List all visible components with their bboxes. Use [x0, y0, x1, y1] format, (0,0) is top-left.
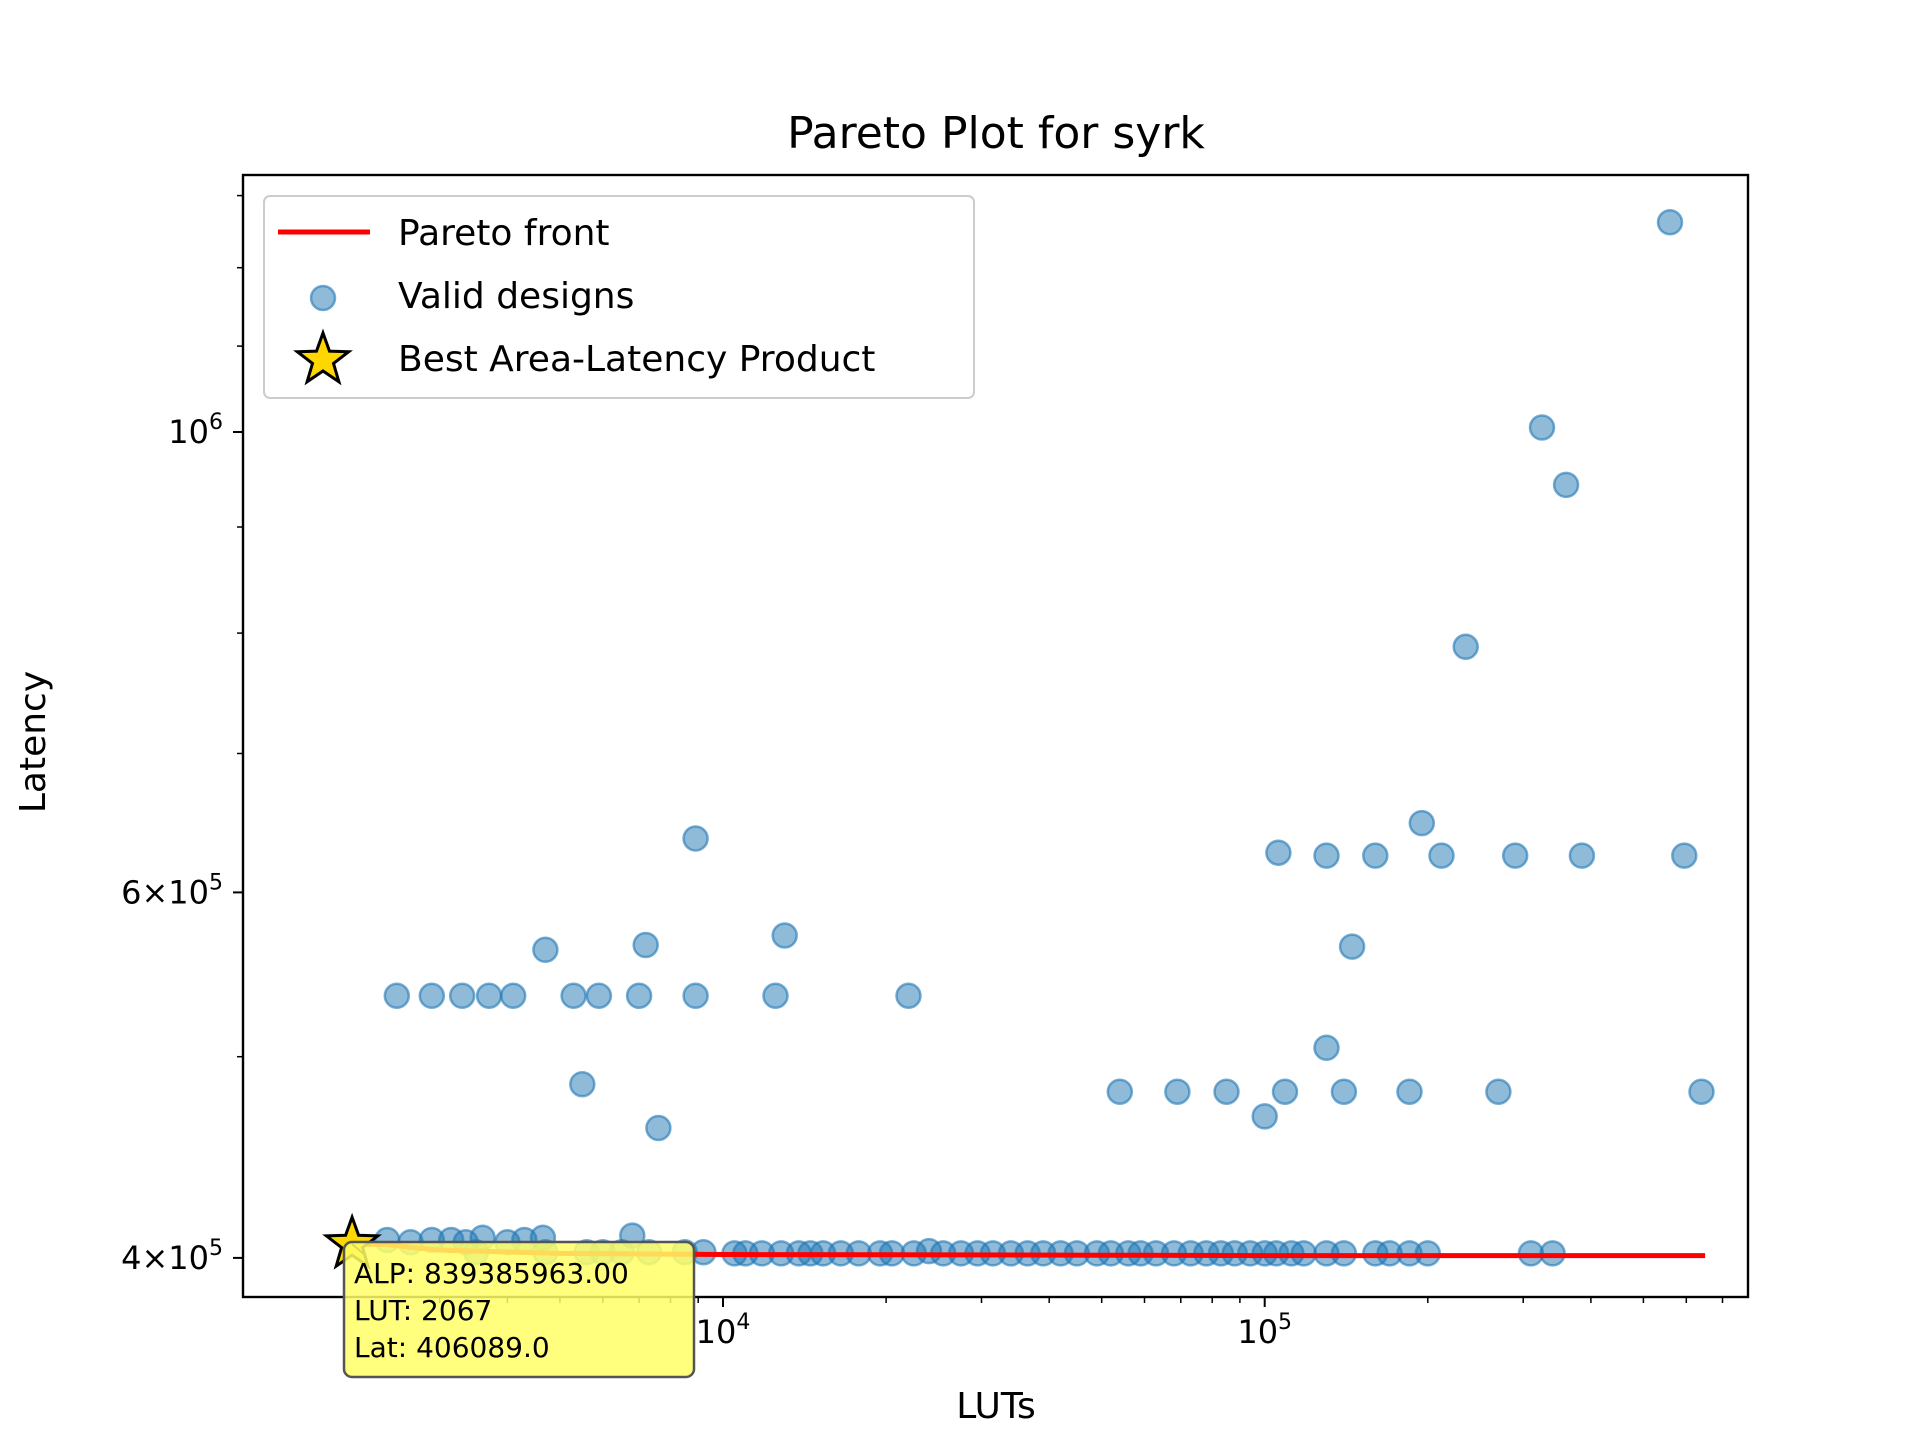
- legend-valid-label: Valid designs: [398, 276, 634, 317]
- valid-design-point: [532, 936, 559, 964]
- valid-design-point: [1251, 1103, 1278, 1130]
- chart-title: Pareto Plot for syrk: [787, 108, 1205, 159]
- valid-design-point: [1568, 842, 1596, 869]
- valid-design-point: [1164, 1078, 1191, 1105]
- valid-design-point: [1265, 839, 1292, 866]
- valid-design-point: [682, 825, 709, 852]
- valid-design-point: [585, 982, 613, 1010]
- valid-design-point: [560, 982, 587, 1010]
- annotation-alp: ALP: 839385963.00: [354, 1257, 629, 1290]
- valid-design-point: [1213, 1078, 1240, 1105]
- legend-box: [263, 195, 975, 399]
- x-axis-label: LUTs: [956, 1386, 1035, 1427]
- valid-design-point: [1528, 414, 1556, 441]
- ticks: 104 105 4×105 6×105 106: [121, 194, 1724, 1351]
- valid-design-point: [1362, 842, 1389, 869]
- valid-design-point: [1313, 842, 1340, 869]
- annotation-lat: Lat: 406089.0: [354, 1331, 550, 1364]
- best-annotation: ALP: 839385963.00 LUT: 2067 Lat: 406089.…: [342, 1240, 696, 1379]
- axes-frame: [241, 173, 1750, 1299]
- annotation-lut: LUT: 2067: [354, 1294, 492, 1327]
- valid-design-point: [475, 982, 503, 1010]
- valid-design-point: [418, 982, 446, 1010]
- valid-design-point: [625, 982, 653, 1010]
- y-tick-label: 106: [168, 410, 223, 451]
- y-tick-label: 4×105: [121, 1236, 223, 1277]
- y-axis-label: Latency: [13, 671, 54, 813]
- valid-design-point: [1485, 1078, 1512, 1105]
- valid-design-point: [448, 982, 476, 1010]
- annotation-box: [342, 1240, 696, 1379]
- valid-design-point: [645, 1114, 672, 1142]
- valid-design-point: [1428, 842, 1455, 869]
- valid-design-point: [1552, 471, 1580, 499]
- valid-design-point: [1271, 1078, 1299, 1105]
- valid-design-point: [1396, 1078, 1423, 1105]
- valid-design-point: [1452, 633, 1479, 661]
- legend-pareto-label: Pareto front: [398, 213, 610, 254]
- valid-design-point: [1688, 1078, 1715, 1105]
- valid-design-point: [1656, 209, 1684, 236]
- x-tick-label: 104: [696, 1310, 751, 1351]
- legend-valid-marker-icon: [309, 284, 337, 312]
- valid-design-point: [1338, 933, 1366, 960]
- valid-design-point: [383, 982, 411, 1010]
- valid-design-point: [762, 982, 789, 1010]
- valid-design-point: [1671, 842, 1698, 869]
- valid-design-point: [632, 931, 659, 959]
- valid-design-point: [895, 982, 922, 1010]
- valid-design-point: [1106, 1078, 1134, 1105]
- valid-design-point: [682, 982, 709, 1010]
- valid-design-point: [1330, 1078, 1358, 1105]
- valid-design-point: [1313, 1034, 1340, 1062]
- valid-design-point: [499, 982, 527, 1010]
- legend: Pareto front Valid designs Best Area-Lat…: [263, 195, 975, 399]
- valid-design-point: [1501, 842, 1529, 869]
- valid-design-point: [1408, 809, 1436, 837]
- valid-design-point: [569, 1070, 596, 1098]
- x-tick-label: 105: [1237, 1310, 1292, 1351]
- legend-best-label: Best Area-Latency Product: [398, 339, 875, 380]
- valid-design-point: [771, 922, 798, 949]
- y-tick-label: 6×105: [121, 870, 223, 911]
- legend-star-icon: [293, 328, 353, 386]
